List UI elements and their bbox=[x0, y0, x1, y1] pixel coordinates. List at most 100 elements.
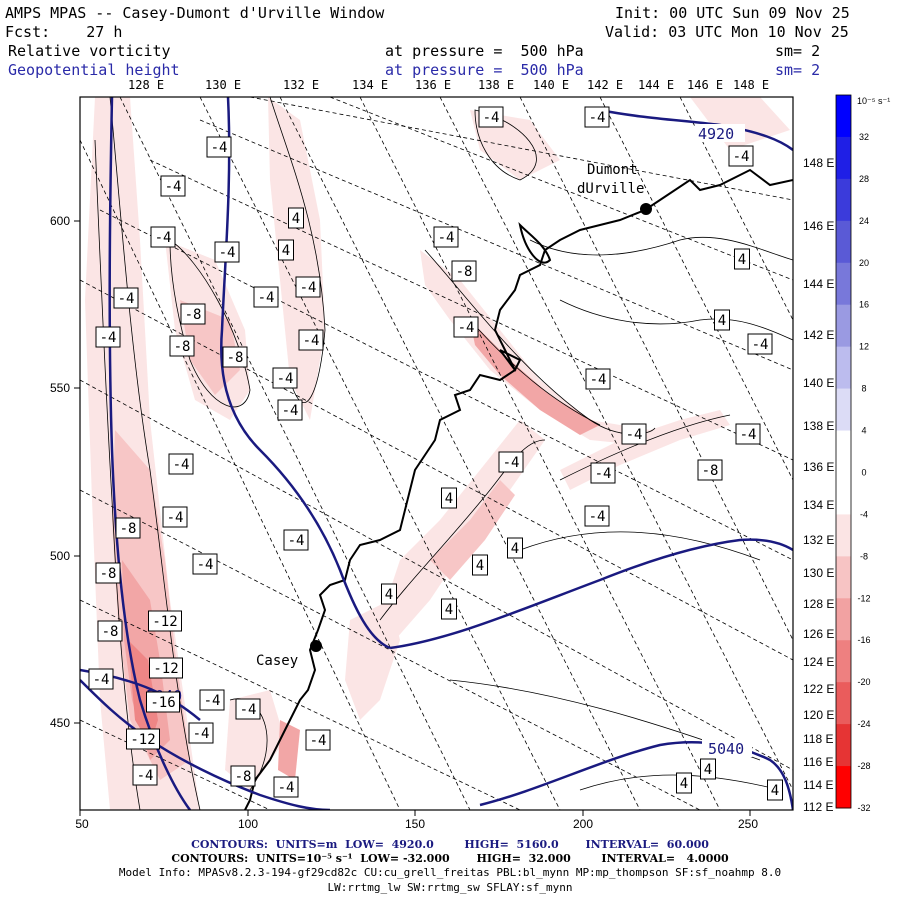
colorbar-label: 4 bbox=[861, 426, 866, 436]
vorticity-label-box bbox=[478, 106, 504, 128]
vorticity-label-box bbox=[433, 226, 459, 248]
vorticity-label-box bbox=[126, 728, 160, 750]
colorbar-segment bbox=[836, 598, 851, 641]
vorticity-label: -4 bbox=[626, 427, 643, 443]
right-lon-label: 112 E bbox=[803, 800, 833, 814]
vorticity-label-box bbox=[697, 459, 723, 481]
field1-name: Relative vorticity bbox=[8, 42, 171, 60]
colorbar-label: 0 bbox=[861, 467, 866, 477]
colorbar-segment bbox=[836, 178, 851, 222]
vorticity-label-box bbox=[235, 698, 261, 720]
forecast-hour: Fcst: 27 h bbox=[5, 23, 123, 41]
vorticity-label-box bbox=[585, 368, 611, 390]
colorbar-label: -20 bbox=[857, 677, 870, 687]
vorticity-label: 4 bbox=[445, 602, 453, 618]
vorticity-label: 4 bbox=[511, 541, 519, 557]
top-lon-label: 128 E bbox=[128, 78, 165, 92]
vorticity-label-box bbox=[676, 772, 692, 794]
vorticity-label-box bbox=[288, 207, 304, 229]
top-lon-label: 136 E bbox=[415, 78, 452, 92]
vorticity-label: -4 bbox=[733, 149, 750, 165]
vorticity-label-box bbox=[441, 487, 457, 509]
colorbar-segment bbox=[836, 220, 851, 264]
vorticity-label-box bbox=[113, 287, 139, 309]
dumont-durville-station-marker bbox=[640, 203, 652, 215]
vorticity-label: -4 bbox=[204, 693, 221, 709]
lat-lon-grid bbox=[80, 97, 793, 810]
vorticity-labels: -4 -4 -4 -4 -4 -4 -4 -4 -4 -4 -4 -4 -8 -8 -8 -8 -4 -4 -4 -4… bbox=[88, 106, 783, 801]
vorticity-label-box bbox=[584, 106, 610, 128]
vorticity-label-box bbox=[584, 505, 610, 527]
colorbar-segment bbox=[836, 472, 851, 515]
y-tick-label: 450 bbox=[50, 716, 70, 730]
vorticity-label-box bbox=[95, 326, 121, 348]
colorbar-label: 32 bbox=[859, 132, 869, 142]
right-lon-label: 144 E bbox=[803, 277, 834, 291]
colorbar-label: -24 bbox=[857, 719, 870, 729]
vorticity-label-box bbox=[621, 423, 647, 445]
vorticity-label: -8 bbox=[702, 463, 719, 479]
vorticity-label-box bbox=[88, 668, 114, 690]
vorticity-label-box bbox=[272, 367, 298, 389]
vorticity-label-box bbox=[273, 776, 299, 798]
field2-name: Geopotential height bbox=[8, 61, 180, 79]
plot-area bbox=[80, 97, 793, 810]
vorticity-label-box bbox=[146, 691, 180, 713]
vorticity-label-box bbox=[199, 689, 225, 711]
colorbar-segment bbox=[836, 95, 851, 138]
vorticity-label: -12 bbox=[152, 614, 177, 630]
y-tick-label: 500 bbox=[50, 549, 70, 563]
vorticity-label-box bbox=[278, 239, 294, 261]
right-lon-label: 124 E bbox=[803, 655, 834, 669]
colorbar-label: -4 bbox=[860, 509, 868, 519]
vorticity-label: -4 bbox=[277, 371, 294, 387]
vorticity-contours bbox=[94, 97, 793, 810]
top-lon-label: 140 E bbox=[533, 78, 570, 92]
colorbar-segment bbox=[836, 430, 851, 473]
vorticity-label-box bbox=[590, 462, 616, 484]
colorbar-segment bbox=[836, 262, 851, 306]
right-lon-label: 120 E bbox=[803, 708, 834, 722]
vorticity-label: -4 bbox=[300, 280, 317, 296]
vorticity-label: -16 bbox=[150, 695, 175, 711]
colorbar-label: 16 bbox=[859, 300, 869, 310]
top-lon-label: 142 E bbox=[587, 78, 624, 92]
vorticity-label-box bbox=[160, 175, 186, 197]
colorbar-segment bbox=[836, 304, 851, 348]
colorbar-label: -32 bbox=[857, 803, 870, 813]
colorbar-segment bbox=[836, 724, 851, 767]
vorticity-label-box bbox=[150, 226, 176, 248]
right-lon-label: 146 E bbox=[803, 219, 834, 233]
map-title: AMPS MPAS -- Casey-Dumont d'Urville Wind… bbox=[5, 4, 385, 22]
vorticity-label: -4 bbox=[258, 290, 275, 306]
y-axis: 600 550 500 450 bbox=[50, 214, 80, 730]
vorticity-label-box bbox=[162, 506, 188, 528]
durville-label: dUrville bbox=[577, 181, 644, 197]
vorticity-label: -4 bbox=[137, 768, 154, 784]
vorticity-label-box bbox=[728, 145, 754, 167]
colorbar-label: -12 bbox=[857, 593, 870, 603]
vorticity-label: -4 bbox=[503, 455, 520, 471]
top-lon-label: 132 E bbox=[283, 78, 320, 92]
vorticity-label-box bbox=[192, 553, 218, 575]
vorticity-label-box bbox=[734, 248, 750, 270]
vorticity-label: -4 bbox=[438, 230, 455, 246]
vorticity-label-box bbox=[132, 764, 158, 786]
vorticity-label: -8 bbox=[456, 264, 473, 280]
x-tick-label: 150 bbox=[405, 817, 425, 831]
vorticity-label: -4 bbox=[303, 333, 320, 349]
vorticity-label: -4 bbox=[165, 179, 182, 195]
vorticity-label: -4 bbox=[282, 403, 299, 419]
vorticity-label: -4 bbox=[752, 337, 769, 353]
vorticity-label-box bbox=[714, 309, 730, 331]
right-lon-label: 122 E bbox=[803, 682, 834, 696]
vorticity-label: -8 bbox=[185, 307, 202, 323]
top-lon-label: 130 E bbox=[205, 78, 242, 92]
vorticity-contour-info: CONTOURS: UNITS=10⁻⁵ s⁻¹ LOW= -32.000 HI… bbox=[171, 852, 729, 865]
vorticity-label: 4 bbox=[292, 211, 300, 227]
y-tick-label: 600 bbox=[50, 214, 70, 228]
vorticity-label: 4 bbox=[718, 313, 726, 329]
vorticity-label: -4 bbox=[483, 110, 500, 126]
vorticity-label: -4 bbox=[193, 726, 210, 742]
right-lon-labels: 148 E 146 E 144 E 142 E 140 E 138 E 136 … bbox=[803, 156, 834, 814]
